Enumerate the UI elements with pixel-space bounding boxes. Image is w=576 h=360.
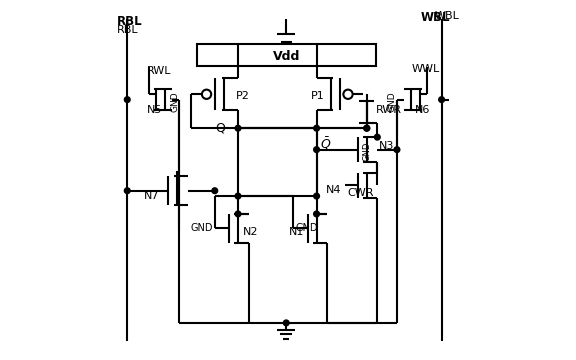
Text: $\bar{Q}$: $\bar{Q}$ — [320, 135, 332, 152]
Text: N7: N7 — [144, 191, 160, 201]
Circle shape — [124, 97, 130, 103]
Circle shape — [235, 125, 241, 131]
Circle shape — [439, 97, 445, 103]
Text: WBL: WBL — [434, 11, 459, 21]
Circle shape — [394, 147, 400, 153]
Circle shape — [314, 125, 320, 131]
Text: GND: GND — [170, 91, 179, 112]
Text: N1: N1 — [289, 227, 304, 237]
Text: GND: GND — [362, 142, 371, 161]
Text: P2: P2 — [236, 91, 250, 101]
Text: RWL: RWL — [147, 66, 172, 76]
Text: N5: N5 — [147, 105, 162, 115]
Circle shape — [212, 188, 218, 194]
Text: RBL: RBL — [116, 14, 142, 27]
Bar — [197, 44, 376, 66]
Text: N2: N2 — [243, 227, 259, 237]
Text: WWL: WWL — [411, 64, 439, 74]
Circle shape — [363, 125, 369, 131]
Text: CWR: CWR — [347, 188, 373, 198]
Text: GND: GND — [295, 223, 317, 233]
Circle shape — [314, 211, 320, 217]
Circle shape — [235, 193, 241, 199]
Circle shape — [235, 211, 241, 217]
Circle shape — [314, 147, 320, 153]
Text: RWR: RWR — [376, 105, 401, 115]
Text: N4: N4 — [326, 185, 342, 195]
Text: Vdd: Vdd — [272, 50, 300, 63]
Text: Q: Q — [215, 122, 225, 135]
Text: GND: GND — [191, 223, 213, 233]
Circle shape — [314, 193, 320, 199]
Text: GND: GND — [388, 91, 397, 112]
Text: P1: P1 — [311, 91, 325, 101]
Circle shape — [364, 125, 370, 131]
Text: RBL: RBL — [116, 25, 138, 35]
Circle shape — [374, 134, 380, 140]
Circle shape — [283, 320, 289, 326]
Circle shape — [124, 188, 130, 194]
Text: N3: N3 — [379, 141, 395, 151]
Text: N6: N6 — [415, 105, 430, 115]
Text: WBL: WBL — [420, 11, 450, 24]
